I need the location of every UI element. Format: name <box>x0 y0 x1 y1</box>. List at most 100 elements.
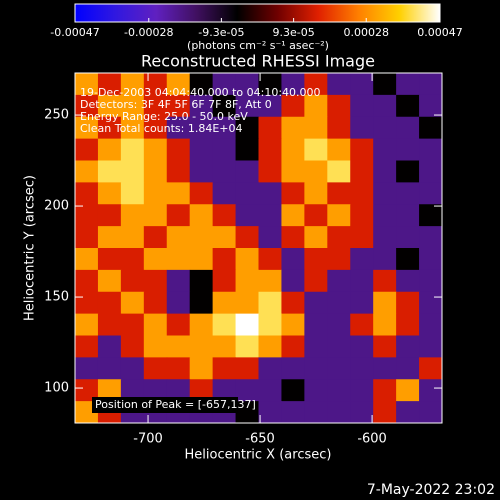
heatmap-cell <box>258 160 282 183</box>
heatmap-cell <box>212 357 237 380</box>
heatmap-cell <box>281 204 305 227</box>
heatmap-cell <box>75 313 99 336</box>
heatmap-cell <box>419 379 443 402</box>
heatmap-cell <box>373 182 397 205</box>
heatmap-cell <box>396 291 420 315</box>
colorbar <box>74 3 441 23</box>
heatmap-cell <box>143 116 168 140</box>
heatmap-cell <box>350 401 374 424</box>
heatmap-cell <box>419 248 443 271</box>
heatmap-cell <box>258 248 282 271</box>
heatmap-cell <box>327 313 351 336</box>
heatmap-cell <box>419 116 443 140</box>
heatmap-cell <box>327 335 351 358</box>
heatmap-cell <box>258 94 282 118</box>
heatmap-cell <box>235 379 259 402</box>
heatmap-cell <box>373 269 397 293</box>
x-tick-label: -700 <box>133 432 163 447</box>
heatmap-cell <box>97 291 122 315</box>
heatmap-cell <box>235 226 259 249</box>
plot-frame <box>74 72 443 424</box>
heatmap-cell <box>304 401 328 424</box>
heatmap-cell <box>304 182 328 205</box>
heatmap-cell <box>75 160 99 183</box>
heatmap-cell <box>350 226 374 249</box>
heatmap-cell <box>166 116 191 140</box>
y-tick-label: 250 <box>44 108 69 123</box>
heatmap-cell <box>143 248 168 271</box>
heatmap-cell <box>212 291 237 315</box>
heatmap-cell <box>327 269 351 293</box>
heatmap-cell <box>258 291 282 315</box>
heatmap-cell <box>304 248 328 271</box>
heatmap-cell <box>97 357 122 380</box>
heatmap-cell <box>212 116 237 140</box>
heatmap-cell <box>143 357 168 380</box>
heatmap-cell <box>373 401 397 424</box>
heatmap-cell <box>304 291 328 315</box>
heatmap-cell <box>235 401 259 424</box>
peak-label-bg <box>92 397 238 413</box>
heatmap-cell <box>419 335 443 358</box>
heatmap-cell <box>75 226 99 249</box>
heatmap-cell <box>396 204 420 227</box>
heatmap-cell <box>350 379 374 402</box>
heatmap-cell <box>235 138 259 161</box>
heatmap-cell <box>281 248 305 271</box>
heatmap-cell <box>281 116 305 140</box>
heatmap-cell <box>373 204 397 227</box>
heatmap-cell <box>120 182 145 205</box>
heatmap-cell <box>373 94 397 118</box>
heatmap-cell <box>189 269 214 293</box>
heatmap-cell <box>281 226 305 249</box>
heatmap-cell <box>143 313 168 336</box>
heatmap-cell <box>304 379 328 402</box>
heatmap-cell <box>419 138 443 161</box>
chart-title: Reconstructed RHESSI Image <box>141 52 375 71</box>
heatmap-cell <box>350 116 374 140</box>
heatmap-cell <box>166 269 191 293</box>
heatmap-cell <box>189 357 214 380</box>
heatmap-cell <box>304 160 328 183</box>
heatmap-cell <box>327 73 351 96</box>
heatmap-cell <box>350 269 374 293</box>
heatmap-cell <box>212 138 237 161</box>
heatmap-cell <box>97 204 122 227</box>
heatmap-cell <box>75 291 99 315</box>
heatmap-cell <box>281 313 305 336</box>
heatmap-cell <box>97 335 122 358</box>
heatmap-cell <box>212 379 237 402</box>
heatmap-cell <box>350 313 374 336</box>
heatmap-cell <box>419 226 443 249</box>
heatmap-cell <box>212 94 237 118</box>
heatmap-cell <box>143 335 168 358</box>
heatmap-cell <box>235 94 259 118</box>
heatmap-cell <box>97 182 122 205</box>
x-axis-label: Heliocentric X (arcsec) <box>185 448 332 463</box>
heatmap-cell <box>327 138 351 161</box>
heatmap-cell <box>235 269 259 293</box>
heatmap-cell <box>327 291 351 315</box>
heatmap-cell <box>304 116 328 140</box>
heatmap-cell <box>258 335 282 358</box>
heatmap-cell <box>281 138 305 161</box>
colorbar-tick-label: -0.00047 <box>50 26 99 39</box>
colorbar-label: (photons cm⁻² s⁻¹ asec⁻²) <box>187 39 329 52</box>
heatmap-cell <box>120 313 145 336</box>
heatmap-cell <box>212 160 237 183</box>
heatmap-cell <box>97 269 122 293</box>
heatmap-cell <box>75 357 99 380</box>
heatmap-cell <box>373 138 397 161</box>
colorbar-tick-label: 0.00047 <box>417 26 463 39</box>
heatmap-cell <box>373 248 397 271</box>
heatmap-cell <box>327 116 351 140</box>
heatmap-cell <box>281 73 305 96</box>
heatmap-cell <box>235 73 259 96</box>
colorbar-tick-label: 9.3e-05 <box>272 26 314 39</box>
heatmap-cell <box>143 73 168 96</box>
heatmap-cell <box>120 94 145 118</box>
heatmap-cell <box>373 291 397 315</box>
heatmap-cell <box>120 73 145 96</box>
heatmap-cell <box>235 248 259 271</box>
